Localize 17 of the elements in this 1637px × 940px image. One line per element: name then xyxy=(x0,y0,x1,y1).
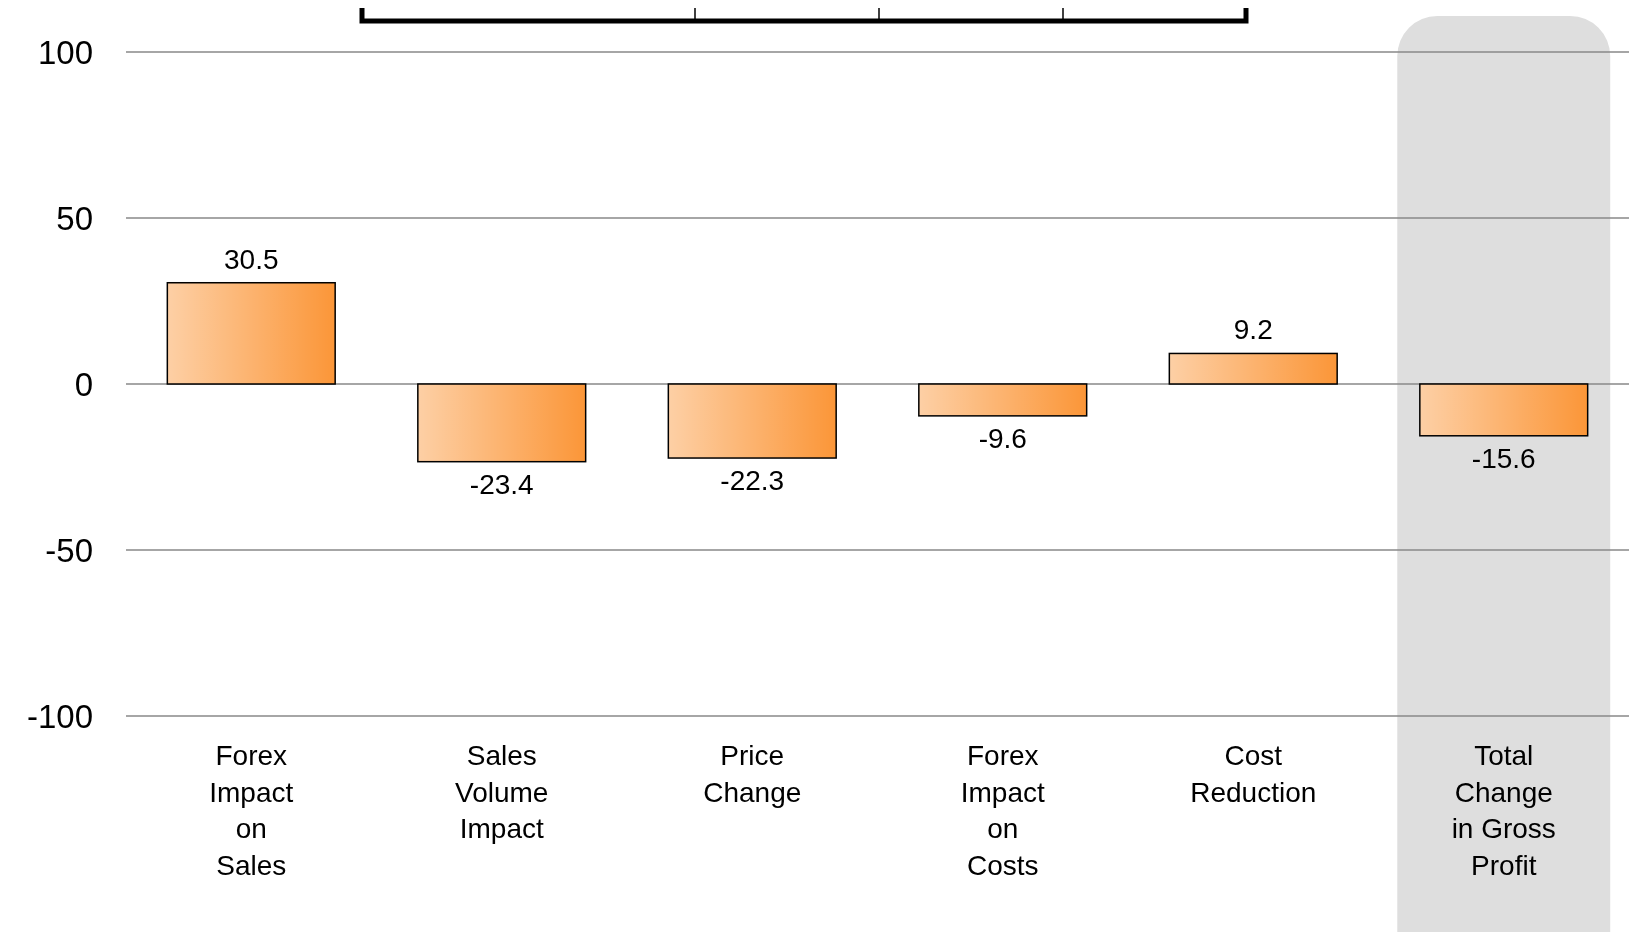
x-tick-label: Total Change in Gross Profit xyxy=(1451,740,1556,881)
y-tick-label: 0 xyxy=(74,365,93,403)
y-tick-label: 50 xyxy=(56,199,93,237)
data-label: 30.5 xyxy=(224,243,279,275)
y-tick-label: -100 xyxy=(26,697,93,735)
x-tick-label: Forex Impact on Sales xyxy=(209,740,294,881)
x-tick-label: Sales Volume Impact xyxy=(455,740,549,844)
data-label: -22.3 xyxy=(720,465,785,497)
data-label: -9.6 xyxy=(978,422,1027,454)
x-tick-label: Price Change xyxy=(703,740,802,808)
x-tick-label: Forex Impact on Costs xyxy=(960,740,1045,881)
data-label: 9.2 xyxy=(1233,314,1273,346)
data-label: -23.4 xyxy=(469,468,534,500)
y-tick-label: -50 xyxy=(45,531,93,569)
y-tick-label: 100 xyxy=(37,33,93,71)
data-label: -15.6 xyxy=(1471,442,1536,474)
x-tick-label: Cost Reduction xyxy=(1190,740,1317,808)
